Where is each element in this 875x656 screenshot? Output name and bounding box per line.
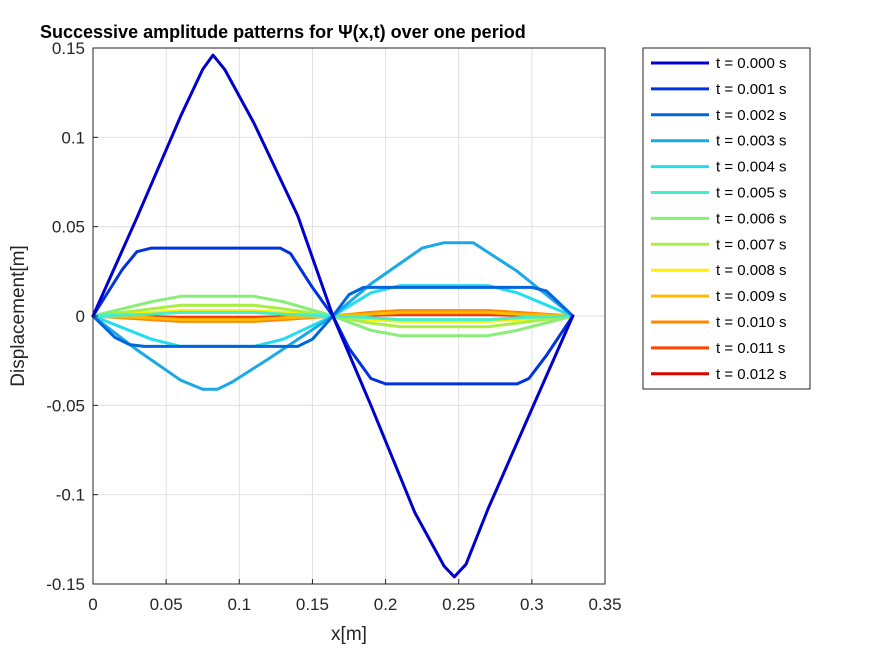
series-line [91, 246, 575, 386]
legend: t = 0.000 s t = 0.001 s t = 0.002 s t = 0.0… [642, 47, 811, 390]
x-tick-label: 0 [88, 595, 97, 614]
x-tick-label: 0.3 [520, 595, 544, 614]
x-tick-label: 0.05 [150, 595, 183, 614]
legend-label: t = 0.004 s [716, 159, 786, 176]
y-tick-label: 0.1 [61, 128, 85, 147]
legend-label: t = 0.012 s [716, 366, 786, 383]
y-tick-label: -0.15 [46, 575, 85, 594]
legend-label: t = 0.005 s [716, 185, 786, 202]
y-tick-label: 0 [76, 307, 85, 326]
chart-title: Successive amplitude patterns for Ψ(x,t)… [40, 22, 526, 42]
x-tick-label: 0.15 [296, 595, 329, 614]
y-tick-label: 0.05 [52, 218, 85, 237]
x-tick-label: 0.1 [227, 595, 251, 614]
y-tick-label: -0.1 [56, 486, 85, 505]
legend-label: t = 0.000 s [716, 55, 786, 72]
x-tick-label: 0.2 [374, 595, 398, 614]
y-tick-labels: -0.15 -0.1 -0.05 0 0.05 0.1 0.15 [46, 39, 85, 594]
series-line [91, 241, 575, 391]
y-axis-label: Displacement[m] [8, 245, 29, 387]
legend-label: t = 0.002 s [716, 107, 786, 124]
legend-label: t = 0.007 s [716, 236, 786, 253]
tick-marks [92, 47, 606, 585]
y-tick-label: 0.15 [52, 39, 85, 58]
series-lines [91, 53, 575, 579]
legend-label: t = 0.006 s [716, 210, 786, 227]
legend-label: t = 0.010 s [716, 314, 786, 331]
legend-entries: t = 0.000 s t = 0.001 s t = 0.002 s t = 0.0… [651, 55, 786, 383]
x-axis-label: x[m] [331, 624, 367, 645]
x-tick-label: 0.35 [588, 595, 621, 614]
x-tick-label: 0.25 [442, 595, 475, 614]
legend-label: t = 0.008 s [716, 262, 786, 279]
legend-label: t = 0.003 s [716, 133, 786, 150]
legend-label: t = 0.011 s [716, 340, 785, 357]
y-tick-label: -0.05 [46, 396, 85, 415]
series-line [91, 285, 575, 348]
series-line [91, 53, 575, 579]
legend-label: t = 0.009 s [716, 288, 786, 305]
x-tick-labels: 0 0.05 0.1 0.15 0.2 0.25 0.3 0.35 [88, 595, 621, 614]
legend-label: t = 0.001 s [716, 81, 786, 98]
